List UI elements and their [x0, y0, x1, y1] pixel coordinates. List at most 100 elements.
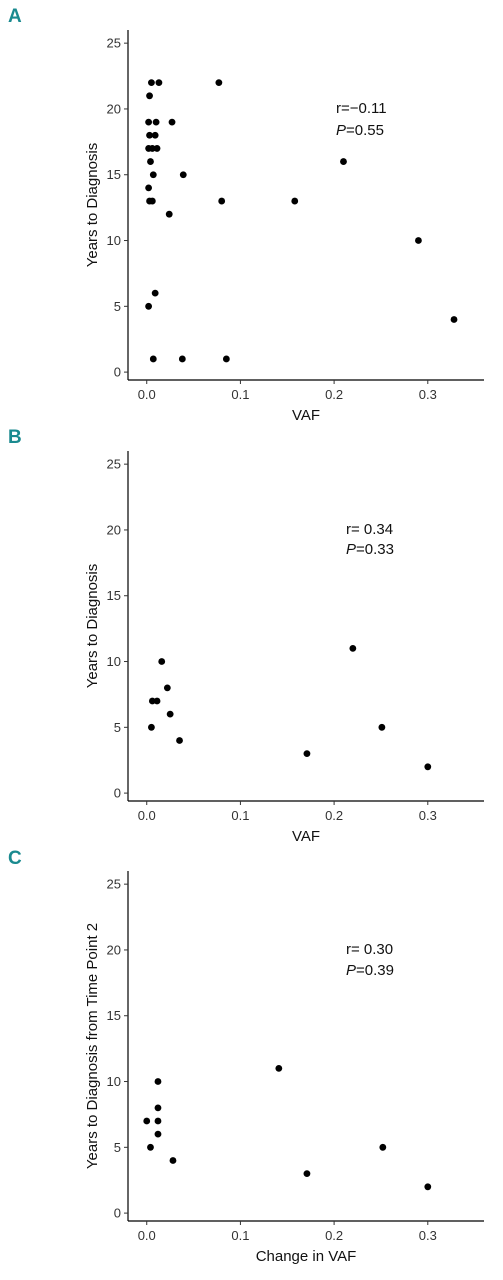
chart-c-y-tick-label: 25 — [107, 877, 121, 892]
chart-b-y-axis-title: Years to Diagnosis — [84, 564, 101, 689]
chart-a-data-point — [178, 355, 186, 363]
chart-a-p-label: P — [336, 122, 346, 139]
chart-c-data-point — [154, 1117, 162, 1125]
chart-c-p-value: P=0.39 — [346, 962, 394, 979]
chart-a-y-axis-title: Years to Diagnosis — [84, 143, 101, 268]
chart-a-y-tick-label: 15 — [107, 167, 121, 182]
chart-a-data-point — [450, 316, 458, 323]
chart-a-data-point — [168, 118, 176, 126]
chart-a-data-point — [145, 302, 153, 310]
chart-b-data-point — [424, 763, 432, 771]
chart-a-data-point — [145, 118, 153, 126]
chart-b-data-point — [153, 697, 161, 705]
chart-c-data-point — [154, 1130, 162, 1138]
chart-a-y-tick-label: 10 — [107, 233, 121, 248]
chart-a-data-point — [148, 79, 155, 87]
chart-b-y-tick-label: 5 — [114, 720, 121, 735]
chart-b-y-tick-label: 25 — [107, 457, 121, 472]
chart-c-data-point — [147, 1143, 154, 1151]
chart-c-y-tick-label: 10 — [107, 1074, 121, 1089]
chart-a-y-tick-label: 0 — [114, 365, 121, 380]
chart-b-y-tick-label: 0 — [114, 786, 121, 801]
chart-c-data-point — [424, 1183, 432, 1191]
chart-a-data-point — [148, 145, 156, 152]
panel-label-c: C — [8, 848, 22, 869]
chart-a-data-point — [145, 184, 153, 192]
chart-c-data-point — [275, 1064, 283, 1072]
chart-a-x-axis-title: VAF — [292, 407, 320, 424]
chart-b-x-tick-label: 0.2 — [325, 808, 343, 823]
chart-b-p-number: =0.33 — [356, 541, 394, 558]
chart-c-y-axis-title: Years to Diagnosis from Time Point 2 — [84, 923, 101, 1169]
chart-a-data-point — [165, 210, 173, 218]
chart-c-p-number: =0.39 — [356, 962, 394, 979]
chart-b-x-axis-title: VAF — [292, 828, 320, 845]
chart-a-data-point — [149, 355, 157, 363]
chart-a-data-point — [218, 197, 226, 205]
panel-label-b: B — [8, 427, 22, 448]
chart-a-p-value: P=0.55 — [336, 122, 384, 139]
chart-a-x-tick-label: 0.2 — [325, 387, 343, 402]
chart-a-data-point — [340, 158, 347, 165]
chart-b-x-tick-label: 0.1 — [231, 808, 249, 823]
chart-b-data-point — [378, 723, 386, 731]
chart-a-x-tick-label: 0.0 — [138, 387, 156, 402]
chart-b-data-point — [166, 710, 174, 718]
chart-a-data-point — [151, 289, 159, 297]
panel-label-a: A — [8, 6, 22, 27]
chart-a-data-point — [415, 237, 422, 244]
chart-a-r-value: r=−0.11 — [336, 100, 387, 117]
chart-c-data-point — [154, 1104, 162, 1112]
chart-b-data-point — [148, 723, 155, 731]
chart-b-y-tick-label: 10 — [107, 654, 121, 669]
chart-b-data-point — [349, 644, 357, 652]
chart-a-data-point — [151, 131, 159, 139]
chart-a-data-point — [215, 79, 223, 87]
chart-c-r-value: r= 0.30 — [346, 941, 393, 958]
chart-a-data-point — [153, 145, 161, 152]
chart-a-data-point — [155, 79, 163, 87]
chart-c-x-tick-label: 0.3 — [419, 1228, 437, 1243]
chart-a-data-point — [291, 197, 299, 205]
chart-c-data-point — [303, 1170, 311, 1178]
chart-c-data-point — [154, 1078, 162, 1085]
chart-b-data-point — [176, 737, 183, 744]
chart-c-y-tick-label: 20 — [107, 942, 121, 957]
chart-b-x-tick-label: 0.3 — [419, 808, 437, 823]
chart-a-data-point — [147, 158, 154, 165]
chart-a-data-point — [148, 197, 156, 205]
chart-c-data-point — [169, 1157, 177, 1164]
chart-c-x-axis-title: Change in VAF — [256, 1248, 357, 1265]
chart-a-y-tick-label: 25 — [107, 36, 121, 51]
chart-a-data-point — [146, 92, 153, 100]
chart-a-x-tick-label: 0.1 — [231, 387, 249, 402]
chart-a-data-point — [222, 355, 230, 363]
chart-c-x-tick-label: 0.1 — [231, 1228, 249, 1243]
chart-b-data-point — [163, 684, 171, 692]
chart-b-y-tick-label: 15 — [107, 588, 121, 603]
chart-b-p-value: P=0.33 — [346, 541, 394, 558]
chart-c-data-point — [379, 1143, 387, 1151]
chart-c-y-tick-label: 0 — [114, 1206, 121, 1221]
chart-b-data-point — [303, 750, 311, 758]
chart-b-data-point — [158, 658, 166, 665]
chart-c-y-tick-label: 5 — [114, 1140, 121, 1155]
chart-a-data-point — [146, 131, 153, 139]
chart-c-data-point — [143, 1117, 151, 1125]
chart-b-p-label: P — [346, 541, 356, 558]
chart-b-data-point — [148, 697, 156, 705]
chart-c-y-tick-label: 15 — [107, 1008, 121, 1023]
chart-a-data-point — [179, 171, 187, 179]
chart-b-y-tick-label: 20 — [107, 522, 121, 537]
chart-a-x-tick-label: 0.3 — [419, 387, 437, 402]
chart-b-r-value: r= 0.34 — [346, 521, 393, 538]
chart-a-y-tick-label: 20 — [107, 101, 121, 116]
chart-a-data-point — [152, 118, 160, 126]
chart-c-p-label: P — [346, 962, 356, 979]
chart-a-y-tick-label: 5 — [114, 299, 121, 314]
chart-c-x-tick-label: 0.2 — [325, 1228, 343, 1243]
chart-c-x-tick-label: 0.0 — [138, 1228, 156, 1243]
chart-b-x-tick-label: 0.0 — [138, 808, 156, 823]
chart-a-data-point — [149, 171, 157, 179]
